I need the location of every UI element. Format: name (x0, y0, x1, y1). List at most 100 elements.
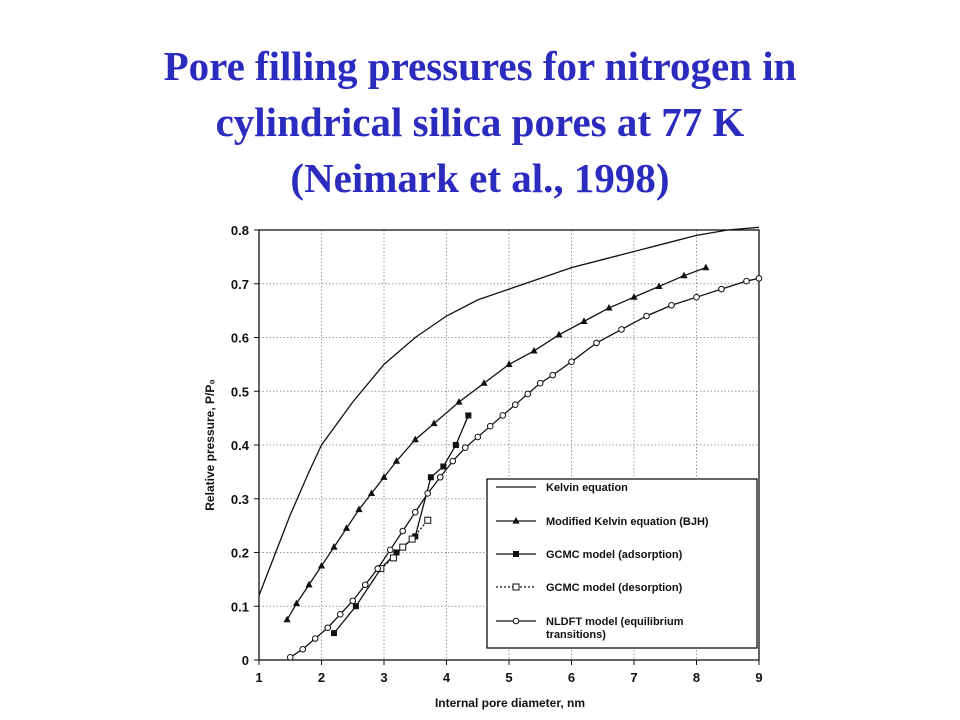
data-point (630, 293, 638, 300)
data-point (436, 473, 444, 481)
y-tick-label: 0.5 (231, 384, 249, 399)
data-point (389, 554, 397, 562)
x-tick-label: 6 (568, 670, 575, 685)
data-point (331, 630, 337, 637)
legend-swatch-marker (512, 617, 520, 625)
legend-swatch-marker (513, 551, 519, 557)
series-5 (286, 275, 763, 660)
data-point (424, 516, 432, 524)
title-line-1: Pore filling pressures for nitrogen in (163, 43, 797, 89)
data-point (311, 635, 319, 642)
legend-label: Kelvin equation (546, 482, 628, 494)
y-tick-label: 0.4 (231, 438, 250, 453)
data-point (336, 611, 344, 618)
x-tick-label: 9 (755, 670, 762, 685)
data-point (424, 490, 432, 497)
legend-label: GCMC model (adsorption) (546, 549, 683, 561)
series-line (259, 226, 760, 596)
data-point (342, 524, 351, 531)
y-tick-label: 0 (242, 653, 249, 668)
data-point (380, 473, 388, 480)
data-point (480, 379, 488, 386)
data-point (555, 330, 563, 338)
title-line-2: cylindrical silica pores at 77 K (215, 99, 745, 145)
data-point (430, 419, 438, 427)
data-point (286, 654, 294, 660)
data-point (524, 390, 532, 398)
data-point (361, 581, 369, 589)
data-point (668, 301, 675, 309)
x-axis-label: Internal pore diameter, nm (435, 696, 585, 710)
data-point (580, 317, 588, 324)
x-tick-label: 8 (693, 670, 700, 685)
data-point (440, 463, 447, 470)
data-point (680, 271, 688, 279)
data-point (411, 508, 419, 516)
series-layer (259, 226, 763, 660)
legend-label: transitions) (546, 629, 606, 641)
legend: Kelvin equation Modified Kelvin equation … (486, 478, 758, 649)
series-2 (283, 263, 710, 623)
data-point (486, 422, 494, 430)
x-tick-label: 5 (505, 670, 512, 685)
data-point (693, 293, 700, 301)
data-point (283, 615, 291, 623)
y-tick-label: 0.2 (231, 546, 249, 561)
data-point (449, 457, 457, 465)
legend-label: Modified Kelvin equation (BJH) (546, 516, 709, 528)
data-point (367, 489, 376, 496)
data-point (505, 360, 513, 367)
data-point (655, 282, 663, 290)
y-axis-label: Relative pressure, P/P₀ (203, 379, 217, 510)
data-point (399, 527, 407, 535)
data-point (411, 435, 419, 443)
title-line-3: (Neimark et al., 1998) (290, 155, 670, 201)
data-point (374, 565, 382, 572)
series-1 (259, 226, 760, 596)
data-point (292, 599, 301, 607)
data-point (605, 303, 613, 311)
data-point (718, 285, 725, 293)
data-point (324, 624, 332, 632)
data-point (618, 326, 625, 333)
legend-label: NLDFT model (equilibrium (546, 616, 684, 628)
data-point (549, 371, 557, 379)
data-point (408, 535, 416, 543)
data-point (743, 277, 750, 285)
data-point (317, 561, 326, 569)
data-point (427, 474, 434, 481)
legend-swatch-marker (512, 583, 520, 591)
data-point (455, 398, 463, 405)
x-tick-label: 7 (630, 670, 637, 685)
y-tick-label: 0.3 (231, 492, 249, 507)
data-point (352, 603, 359, 610)
data-point (305, 580, 313, 588)
legend-label: GCMC model (desorption) (546, 582, 683, 594)
data-point (755, 275, 763, 282)
y-tick-label: 0.1 (231, 599, 249, 614)
legend-swatch-marker (512, 517, 520, 524)
data-point (299, 645, 307, 653)
y-tick-label: 0.6 (231, 331, 249, 346)
y-tick-label: 0.7 (231, 277, 249, 292)
x-tick-label: 3 (380, 670, 387, 685)
x-tick-label: 4 (443, 670, 451, 685)
data-point (474, 433, 482, 441)
data-point (392, 457, 401, 464)
data-point (568, 358, 575, 365)
x-tick-label: 1 (255, 670, 262, 685)
data-point (702, 263, 710, 271)
axes: 1 2 3 4 5 6 7 8 9 0 0.1 0.2 0.3 0.4 0.5 0.6 0.7 0.8 (231, 223, 763, 685)
data-point (399, 543, 407, 551)
legend-box (486, 478, 758, 649)
data-point (536, 379, 544, 387)
data-point (530, 346, 538, 354)
data-point (393, 549, 400, 556)
data-point (386, 546, 394, 554)
data-point (452, 442, 459, 448)
data-point (355, 505, 363, 513)
data-point (593, 339, 600, 347)
data-point (349, 597, 357, 605)
data-point (461, 444, 469, 451)
